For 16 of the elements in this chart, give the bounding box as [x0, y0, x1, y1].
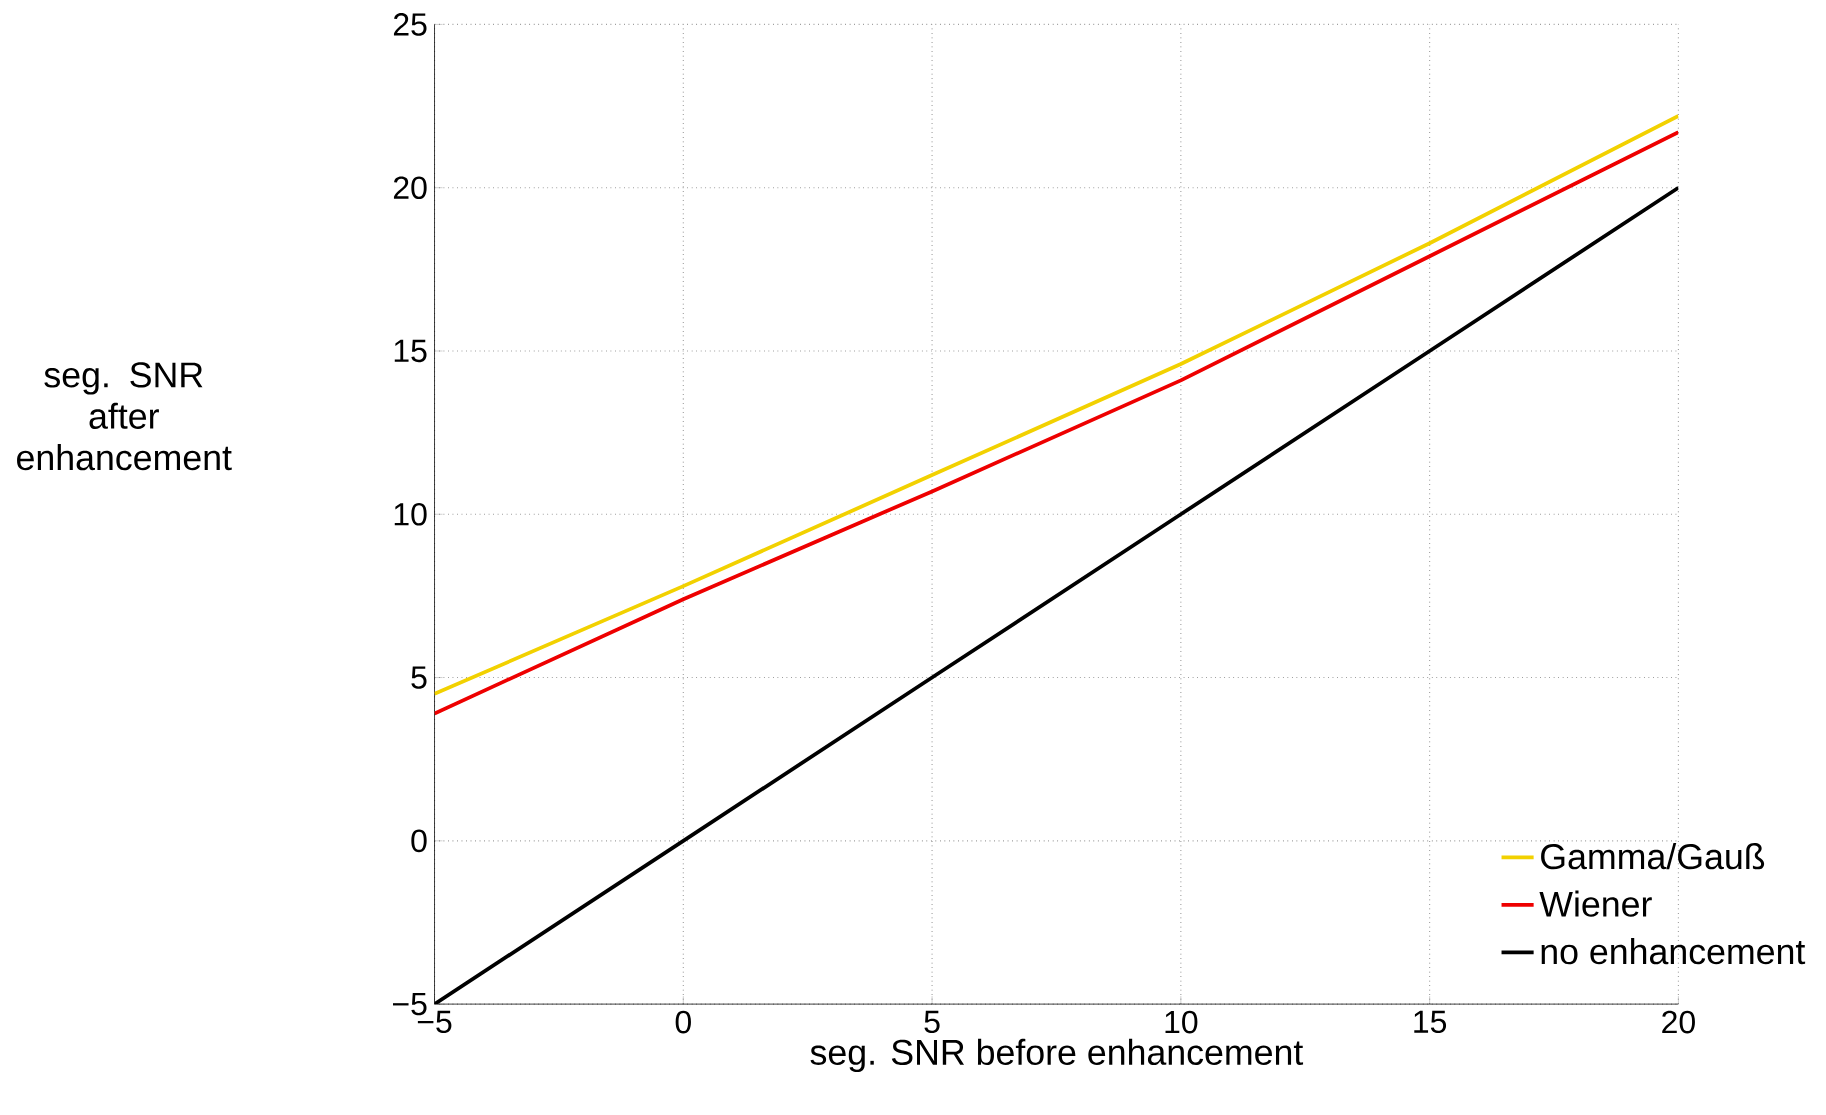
- y-tick-label: 0: [411, 829, 427, 853]
- x-tick-label: 20: [1662, 1010, 1695, 1034]
- legend-label: no enhancement: [1541, 938, 1806, 965]
- x-tick-label: 10: [1165, 1010, 1198, 1034]
- y-axis-title: seg. SNR after enhancement: [17, 362, 232, 471]
- y-tick-label: 10: [394, 502, 427, 526]
- x-tick-label: 15: [1414, 1010, 1447, 1034]
- y-tick-label: 25: [393, 13, 427, 36]
- y-tick-label: 5: [411, 666, 427, 689]
- x-tick-label: 5: [924, 1010, 940, 1034]
- legend-label: Gamma/Gauß: [1541, 843, 1765, 870]
- legend-label: Wiener: [1539, 890, 1652, 917]
- x-tick-label: 0: [675, 1010, 691, 1034]
- y-tick-label: 15: [394, 339, 427, 363]
- x-axis-title: seg. SNR before enhancement: [810, 1038, 1304, 1073]
- y-tick-label: 20: [393, 176, 427, 200]
